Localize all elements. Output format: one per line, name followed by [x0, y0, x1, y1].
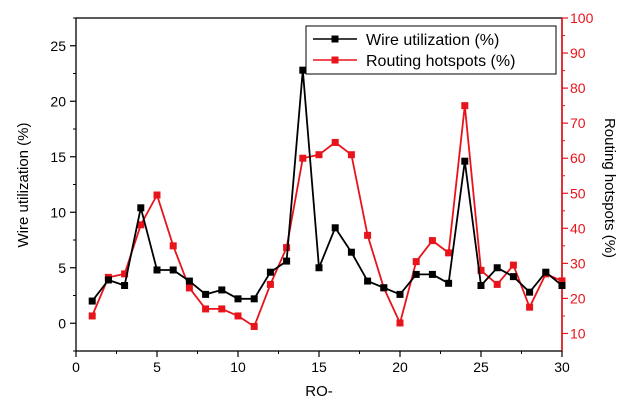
data-point-routing-hotspots	[153, 191, 161, 199]
data-point-wire-utilization	[396, 290, 404, 298]
right-y-tick-label: 10	[570, 325, 586, 341]
right-y-tick-label: 40	[570, 220, 586, 236]
data-point-wire-utilization	[185, 277, 193, 285]
data-point-routing-hotspots	[396, 319, 404, 327]
right-y-tick-label: 80	[570, 80, 586, 96]
right-y-tick-label: 100	[570, 10, 594, 26]
legend-swatch-marker-routing	[331, 56, 339, 64]
data-point-wire-utilization	[218, 286, 226, 294]
data-point-wire-utilization	[121, 282, 129, 290]
data-point-wire-utilization	[380, 284, 388, 292]
data-point-routing-hotspots	[315, 151, 323, 159]
data-point-routing-hotspots	[412, 258, 420, 266]
left-y-tick-label: 10	[50, 204, 66, 220]
data-point-wire-utilization	[250, 295, 258, 303]
data-point-routing-hotspots	[445, 249, 453, 257]
right-y-tick-label: 20	[570, 290, 586, 306]
right-y-tick-label: 30	[570, 255, 586, 271]
data-point-wire-utilization	[266, 268, 274, 276]
data-point-routing-hotspots	[218, 305, 226, 313]
data-point-wire-utilization	[315, 264, 323, 272]
data-point-routing-hotspots	[509, 261, 517, 269]
data-point-wire-utilization	[526, 288, 534, 296]
data-point-wire-utilization	[331, 224, 339, 232]
data-point-wire-utilization	[558, 282, 566, 290]
series-line-wire-utilization	[91, 69, 563, 302]
data-point-wire-utilization	[364, 277, 372, 285]
data-point-wire-utilization	[542, 268, 550, 276]
x-tick-label: 20	[392, 359, 408, 375]
data-point-routing-hotspots	[493, 280, 501, 288]
left-y-axis: 0 5 10 15 20 25	[50, 17, 76, 352]
x-tick-label: 5	[153, 359, 161, 375]
data-point-routing-hotspots	[558, 277, 566, 285]
data-point-routing-hotspots	[121, 270, 129, 278]
data-point-wire-utilization	[428, 270, 436, 278]
data-point-routing-hotspots	[234, 312, 242, 320]
data-point-routing-hotspots	[266, 280, 274, 288]
legend-label-routing: Routing hotspots (%)	[366, 53, 515, 70]
data-point-wire-utilization	[412, 270, 420, 278]
data-point-routing-hotspots	[526, 303, 534, 311]
data-point-wire-utilization	[153, 266, 161, 274]
data-point-routing-hotspots	[461, 102, 469, 110]
x-tick-label: 25	[473, 359, 489, 375]
x-tick-label: 15	[311, 359, 327, 375]
x-axis: 0 5 10 15 20 25 30	[72, 351, 570, 375]
data-point-wire-utilization	[283, 257, 291, 265]
series-line-routing-hotspots	[91, 104, 563, 328]
data-point-wire-utilization	[477, 282, 485, 290]
left-y-tick-label: 0	[58, 315, 66, 331]
left-y-tick-label: 20	[50, 93, 66, 109]
data-point-wire-utilization	[299, 66, 307, 74]
left-y-tick-label: 25	[50, 38, 66, 54]
data-point-routing-hotspots	[428, 237, 436, 245]
data-point-wire-utilization	[234, 295, 242, 303]
right-y-tick-label: 90	[570, 45, 586, 61]
right-y-tick-label: 50	[570, 185, 586, 201]
data-point-routing-hotspots	[137, 221, 145, 229]
right-y-axis: 10 20 30 40 50 60 70 80 90 100	[562, 10, 594, 341]
data-point-wire-utilization	[445, 279, 453, 287]
data-point-wire-utilization	[461, 157, 469, 165]
data-point-wire-utilization	[169, 266, 177, 274]
left-y-tick-label: 5	[58, 260, 66, 276]
right-y-tick-label: 60	[570, 150, 586, 166]
data-point-routing-hotspots	[202, 305, 210, 313]
data-point-wire-utilization	[493, 264, 501, 272]
data-point-routing-hotspots	[283, 244, 291, 252]
x-axis-label: RO-	[305, 383, 333, 400]
data-point-routing-hotspots	[88, 312, 96, 320]
data-point-routing-hotspots	[299, 154, 307, 162]
left-y-axis-label: Wire utilization (%)	[15, 122, 32, 247]
data-point-routing-hotspots	[185, 284, 193, 292]
x-tick-label: 30	[554, 359, 570, 375]
data-point-wire-utilization	[88, 297, 96, 305]
x-tick-label: 0	[72, 359, 80, 375]
data-point-wire-utilization	[137, 204, 145, 212]
data-point-wire-utilization	[347, 248, 355, 256]
legend-swatch-marker-wire	[331, 35, 339, 43]
legend-label-wire: Wire utilization (%)	[366, 32, 499, 49]
legend-box	[305, 25, 557, 75]
right-y-tick-label: 70	[570, 115, 586, 131]
data-point-wire-utilization	[202, 290, 210, 298]
data-point-routing-hotspots	[347, 151, 355, 159]
data-point-wire-utilization	[104, 276, 112, 284]
data-point-routing-hotspots	[331, 138, 339, 146]
data-point-routing-hotspots	[250, 322, 258, 330]
left-y-tick-label: 15	[50, 149, 66, 165]
data-point-wire-utilization	[509, 273, 517, 281]
data-point-routing-hotspots	[169, 242, 177, 250]
series-layer	[88, 66, 566, 330]
right-y-axis-label: Routing hotspots (%)	[601, 118, 618, 258]
legend: Wire utilization (%) Routing hotspots (%…	[305, 25, 557, 75]
data-point-routing-hotspots	[477, 266, 485, 274]
x-tick-label: 10	[230, 359, 246, 375]
data-point-routing-hotspots	[364, 231, 372, 239]
